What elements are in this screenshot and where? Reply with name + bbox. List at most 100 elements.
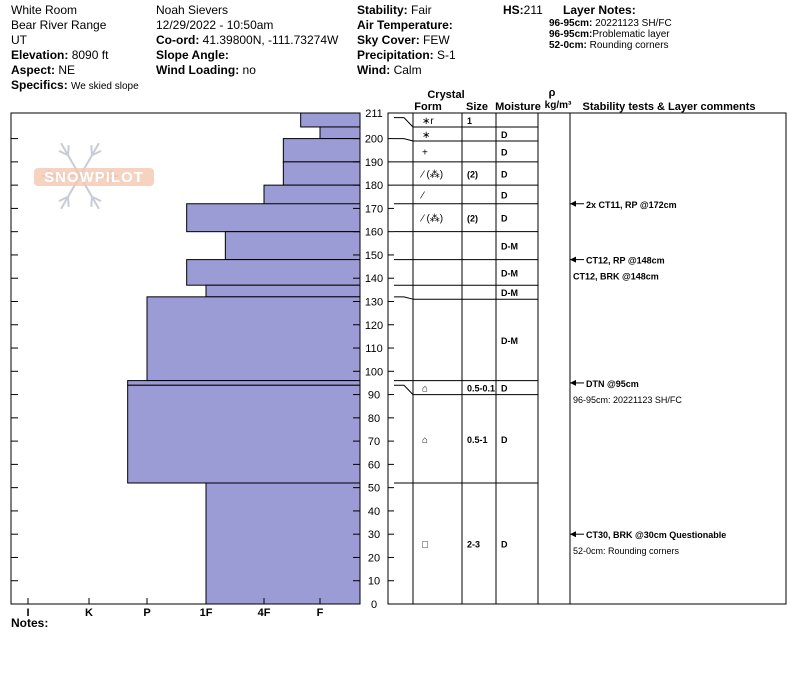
snowflake-branch xyxy=(90,145,93,156)
hardness-bar xyxy=(282,138,361,163)
grain-size: 0.5-0.1 xyxy=(467,384,495,394)
y-tick-label: 150 xyxy=(365,250,383,262)
y-tick-label: 170 xyxy=(365,203,383,215)
hardness-bar xyxy=(127,380,361,386)
moisture: D xyxy=(501,130,508,140)
axis-ticks: 0 10 20 30 40 50 60 70 80 90 100 110 120 130 140 150 160… xyxy=(11,108,394,619)
grain-size: (2) xyxy=(467,170,478,180)
moisture: D xyxy=(501,384,508,394)
moisture: D xyxy=(501,539,508,549)
moisture: D xyxy=(501,147,508,157)
y-tick-label: 180 xyxy=(365,180,383,192)
y-tick-label: 80 xyxy=(368,413,380,425)
svg-text:SNOWPILOT: SNOWPILOT xyxy=(44,169,144,186)
specifics-field: Specifics: We skied slope xyxy=(11,78,139,92)
wind-loading-field: Wind Loading: no xyxy=(156,63,256,77)
conditions-info: Stability: Fair Air Temperature: Sky Cov… xyxy=(357,3,456,78)
hardness-bars xyxy=(127,112,361,605)
comment-arrowhead xyxy=(570,379,576,386)
wind-field: Wind: Calm xyxy=(357,63,422,77)
layer-comments: 2x CT11, RP @172cm CT12, RP @148cm CT12, B… xyxy=(570,200,726,556)
moisture: D xyxy=(501,190,508,200)
y-tick-label: 90 xyxy=(368,390,380,402)
x-tick-label: K xyxy=(85,607,93,619)
hardness-bar xyxy=(186,259,361,286)
slope-field: Slope Angle: xyxy=(156,48,229,62)
stability-comment: 96-95cm: 20221123 SH/FC xyxy=(573,395,682,405)
y-tick-label: 60 xyxy=(368,459,380,471)
precip-field: Precipitation: S-1 xyxy=(357,48,456,62)
comments-header: Stability tests & Layer comments xyxy=(582,101,755,113)
snowflake-branch xyxy=(67,196,70,207)
grain-size: 2-3 xyxy=(467,539,480,549)
snowflake-branch xyxy=(67,145,70,156)
observer-info: Noah Sievers 12/29/2022 - 10:50am Co-ord… xyxy=(156,3,338,78)
x-tick-label: 4F xyxy=(258,607,271,619)
comment-arrowhead xyxy=(570,200,576,207)
snowpilot-logo: SNOWPILOT xyxy=(34,142,154,210)
moisture: D xyxy=(501,170,508,180)
y-tick-label: 211 xyxy=(365,108,383,120)
y-tick-label: 190 xyxy=(365,157,383,169)
snowflake-branch xyxy=(91,195,102,203)
moisture: D xyxy=(501,435,508,445)
grain-form: ⁄ (⁂) xyxy=(419,214,443,225)
layer-connector xyxy=(394,138,414,142)
stability-comment: 2x CT11, RP @172cm xyxy=(586,200,677,210)
x-tick-label: P xyxy=(143,607,150,619)
stability-field: Stability: Fair xyxy=(357,3,432,17)
hardness-bar xyxy=(205,482,361,605)
moisture: D xyxy=(501,214,508,224)
layer-connector xyxy=(394,117,414,128)
y-tick-label: 20 xyxy=(368,552,380,564)
size-header: Size xyxy=(466,101,488,113)
density-symbol: ρ xyxy=(549,87,556,99)
air-temp-field: Air Temperature: xyxy=(357,18,453,32)
x-tick-label: 1F xyxy=(200,607,213,619)
moisture: D-M xyxy=(501,336,518,346)
hardness-bar xyxy=(300,112,361,128)
snowflake-branch xyxy=(58,195,69,203)
y-tick-label: 30 xyxy=(368,529,380,541)
stability-comment: DTN @95cm xyxy=(586,379,639,389)
layer-note: 52-0cm: Rounding corners xyxy=(549,40,669,51)
comment-arrowhead xyxy=(570,256,576,263)
hardness-bar xyxy=(282,161,361,186)
hs-field: HS:211 xyxy=(503,3,543,17)
grain-size: (2) xyxy=(467,214,478,224)
range-name: Bear River Range xyxy=(11,18,107,32)
grain-form: ⁄ (⁂) xyxy=(419,170,443,181)
grain-form: ∗ xyxy=(422,130,430,141)
y-tick-label: 10 xyxy=(368,576,380,588)
snowflake-branch xyxy=(91,149,102,157)
grain-size: 1 xyxy=(467,116,472,126)
aspect-field: Aspect: NE xyxy=(11,63,76,77)
comment-arrowhead xyxy=(570,531,576,538)
crystal-header: Crystal xyxy=(427,89,464,101)
x-tick-label: F xyxy=(317,607,324,619)
layer-notes-title: Layer Notes: xyxy=(563,3,636,17)
grain-form: □ xyxy=(422,539,428,550)
y-tick-label: 110 xyxy=(365,343,383,355)
layer-connector xyxy=(394,296,414,300)
moisture: D-M xyxy=(501,242,518,252)
hardness-bar xyxy=(186,203,361,233)
moisture-header: Moisture xyxy=(495,101,541,113)
moisture: D-M xyxy=(501,268,518,278)
notes-label: Notes: xyxy=(11,616,49,630)
hardness-bar xyxy=(319,126,361,140)
y-tick-label: 130 xyxy=(365,296,383,308)
elevation-field: Elevation: 8090 ft xyxy=(11,48,109,62)
stability-comment: 52-0cm: Rounding corners xyxy=(573,546,680,556)
location-name: White Room xyxy=(11,3,78,17)
hardness-bar xyxy=(127,384,361,484)
grain-form: + xyxy=(422,147,428,158)
hardness-bar xyxy=(224,231,361,261)
location-info: White Room Bear River Range UT Elevation… xyxy=(11,3,139,93)
observer-name: Noah Sievers xyxy=(156,3,229,17)
layer-connector xyxy=(394,384,414,395)
hardness-bar xyxy=(205,284,361,298)
moisture: D-M xyxy=(501,288,518,298)
y-tick-label: 50 xyxy=(368,483,380,495)
